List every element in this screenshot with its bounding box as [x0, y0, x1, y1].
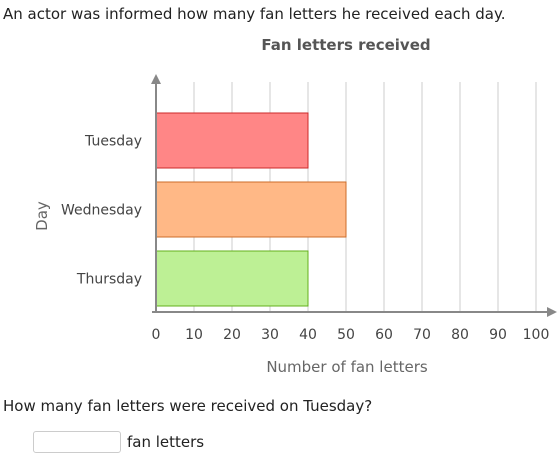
x-axis-label: Number of fan letters — [266, 358, 428, 376]
problem-text: An actor was informed how many fan lette… — [3, 5, 506, 23]
x-tick-label: 10 — [185, 327, 203, 343]
y-tick-label: Tuesday — [84, 134, 142, 150]
y-tick-label: Wednesday — [61, 203, 142, 219]
x-axis — [152, 307, 557, 317]
answer-row: fan letters — [33, 430, 204, 454]
answer-unit-label: fan letters — [127, 433, 205, 451]
y-axis — [151, 74, 161, 312]
question-text: How many fan letters were received on Tu… — [3, 397, 373, 415]
x-tick-label: 70 — [413, 327, 431, 343]
x-tick-labels: 0 10 20 30 40 50 60 70 80 90 100 — [152, 327, 550, 343]
answer-input[interactable] — [33, 431, 121, 453]
x-tick-label: 40 — [299, 327, 317, 343]
x-axis-arrow — [547, 307, 557, 317]
x-tick-label: 0 — [152, 327, 161, 343]
x-tick-label: 90 — [489, 327, 507, 343]
chart-title: Fan letters received — [261, 36, 430, 54]
y-tick-labels: Tuesday Wednesday Thursday — [61, 134, 142, 288]
x-tick-label: 30 — [261, 327, 279, 343]
x-tick-label: 80 — [451, 327, 469, 343]
y-axis-arrow — [151, 74, 161, 84]
x-tick-label: 20 — [223, 327, 241, 343]
bar-wednesday — [155, 181, 347, 238]
x-tick-label: 100 — [523, 327, 550, 343]
bar-tuesday — [155, 112, 309, 169]
x-tick-label: 50 — [337, 327, 355, 343]
y-tick-label: Thursday — [76, 272, 142, 288]
bars — [155, 112, 347, 307]
y-axis-label: Day — [33, 201, 51, 231]
bar-chart: Fan letters received 0 10 20 30 40 50 60 70 80 90… — [33, 36, 557, 376]
x-tick-label: 60 — [375, 327, 393, 343]
bar-thursday — [155, 250, 309, 307]
